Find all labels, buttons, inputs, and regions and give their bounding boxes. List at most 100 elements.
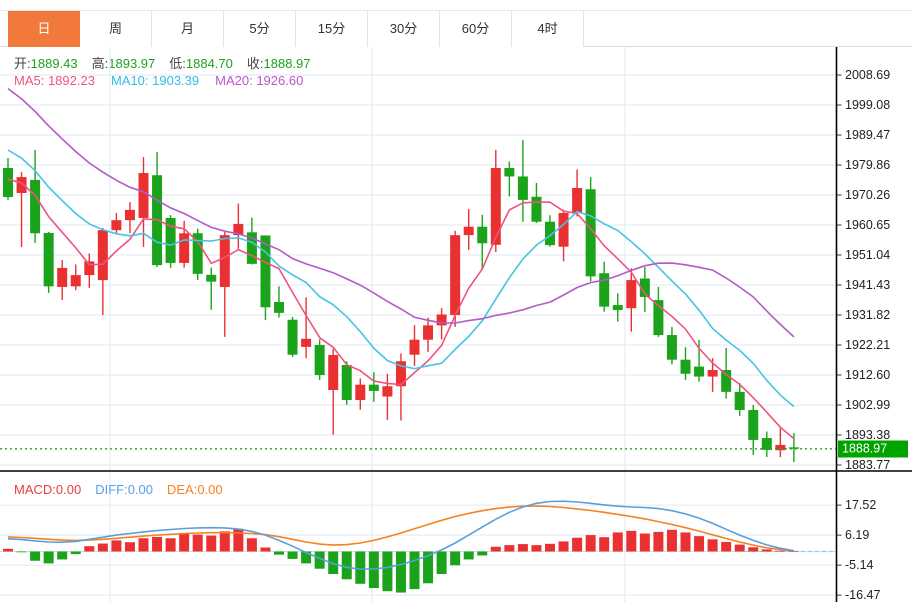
diff-line xyxy=(7,500,795,570)
macd-histogram-bar xyxy=(3,548,13,552)
macd-histogram-bar xyxy=(585,535,596,552)
candle-body xyxy=(57,267,68,287)
macd-tick-label: -5.14 xyxy=(845,558,874,573)
price-tick-label: 1970.26 xyxy=(845,188,891,202)
candle-body xyxy=(206,274,217,282)
macd-histogram-bar xyxy=(138,538,149,552)
macd-histogram-bar xyxy=(395,551,406,593)
candle-body xyxy=(517,176,528,200)
candle-body xyxy=(531,196,542,222)
macd-histogram-bar xyxy=(16,551,27,553)
high-value: 1893.97 xyxy=(108,56,156,71)
macd-histogram-bar xyxy=(152,536,163,552)
macd-histogram-bar xyxy=(707,539,718,552)
macd-histogram-bar xyxy=(517,544,528,552)
ohlc-quote-bar: 开:1889.43 高:1893.97 低:1884.70 收:1888.97 xyxy=(14,53,325,72)
candle-body xyxy=(775,444,786,451)
macd-histogram-bar xyxy=(233,528,244,552)
low-label: 低: xyxy=(169,56,186,71)
candle-body xyxy=(111,220,122,231)
candle-body xyxy=(341,365,352,400)
macd-histogram-bar xyxy=(639,533,650,552)
candle-body xyxy=(626,280,637,309)
candle-body xyxy=(694,366,705,377)
macd-histogram-bar xyxy=(477,551,488,556)
candle-body xyxy=(301,338,312,347)
candle-body xyxy=(721,370,732,392)
macd-histogram-bar xyxy=(666,529,677,552)
price-tick-label: 2008.69 xyxy=(845,68,891,83)
candle-body xyxy=(355,384,366,400)
price-tick-label: 1922.21 xyxy=(845,338,891,352)
macd-histogram-bar xyxy=(287,551,298,559)
candle-body xyxy=(246,232,257,264)
macd-histogram-bar xyxy=(653,531,664,552)
moving-average-legend: MA5: 1892.23 MA10: 1903.39 MA20: 1926.60 xyxy=(14,73,319,88)
high-label: 高: xyxy=(91,56,109,71)
macd-histogram-bar xyxy=(572,537,583,552)
candle-body xyxy=(436,314,447,326)
macd-legend: MACD:0.00 DIFF:0.00 DEA:0.00 xyxy=(14,482,237,497)
macd-bar-item-1: DIFF:0.00 xyxy=(95,482,153,497)
macd-histogram-bar xyxy=(748,547,759,552)
price-tick-label: 1902.99 xyxy=(845,398,891,412)
macd-histogram-bar xyxy=(463,551,474,560)
macd-histogram-bar xyxy=(694,536,705,552)
candle-body xyxy=(572,188,583,213)
macd-histogram-bar xyxy=(761,549,772,552)
macd-histogram-bar xyxy=(57,551,68,560)
macd-histogram-bar xyxy=(734,544,745,552)
macd-histogram-bar xyxy=(409,551,420,590)
candle-body xyxy=(314,345,325,375)
tab-timeframe-0[interactable]: 日 xyxy=(8,11,80,47)
ma-bar-item-0: MA5: 1892.23 xyxy=(14,73,95,88)
tab-timeframe-3[interactable]: 5分 xyxy=(224,11,296,47)
candle-body xyxy=(450,235,461,316)
candle-body xyxy=(423,325,434,340)
dea-line xyxy=(7,505,794,552)
candle-body xyxy=(70,275,81,287)
macd-histogram-bar xyxy=(84,546,95,552)
candle-body xyxy=(653,300,664,336)
macd-histogram-bar xyxy=(450,551,461,566)
candle-body xyxy=(395,361,406,387)
candle-body xyxy=(260,235,271,308)
candle-body xyxy=(43,232,54,287)
macd-histogram-bar xyxy=(775,550,786,552)
macd-histogram-bar xyxy=(545,543,555,552)
candle-body xyxy=(192,233,203,274)
macd-histogram-bar xyxy=(206,535,217,552)
tab-timeframe-7[interactable]: 4时 xyxy=(512,11,584,47)
macd-histogram-bar xyxy=(97,543,108,552)
macd-histogram-bar xyxy=(260,547,271,552)
macd-histogram-bar xyxy=(70,551,81,555)
candle-body xyxy=(585,189,596,277)
ma-bar-item-2: MA20: 1926.60 xyxy=(215,73,304,88)
macd-histogram-bar xyxy=(30,551,41,561)
candle-body xyxy=(748,409,759,440)
ma20-line xyxy=(7,87,795,338)
tab-timeframe-5[interactable]: 30分 xyxy=(368,11,440,47)
candle-body xyxy=(382,386,393,397)
open-value: 1889.43 xyxy=(30,56,78,71)
tab-timeframe-1[interactable]: 周 xyxy=(80,11,152,47)
macd-histogram-bar xyxy=(274,551,284,555)
candle-body xyxy=(477,226,488,244)
candle-body xyxy=(666,335,677,360)
tab-timeframe-2[interactable]: 月 xyxy=(152,11,224,47)
tab-timeframe-6[interactable]: 60分 xyxy=(440,11,512,47)
macd-histogram-bar xyxy=(680,532,691,552)
macd-histogram-bar xyxy=(612,532,623,552)
price-tick-label: 1941.43 xyxy=(845,278,891,292)
macd-bar-item-2: DEA:0.00 xyxy=(167,482,223,497)
macd-histogram-bar xyxy=(721,541,732,552)
candle-body xyxy=(233,223,244,236)
tab-timeframe-4[interactable]: 15分 xyxy=(296,11,368,47)
candle-body xyxy=(124,209,135,221)
timeframe-tabs: 日周月 5分 15分 30分 60分 4时 xyxy=(8,11,584,47)
macd-histogram-bar xyxy=(355,551,366,584)
last-price-badge: 1888.97 xyxy=(838,440,908,458)
candle-body xyxy=(179,233,190,263)
candle-body xyxy=(558,212,569,247)
